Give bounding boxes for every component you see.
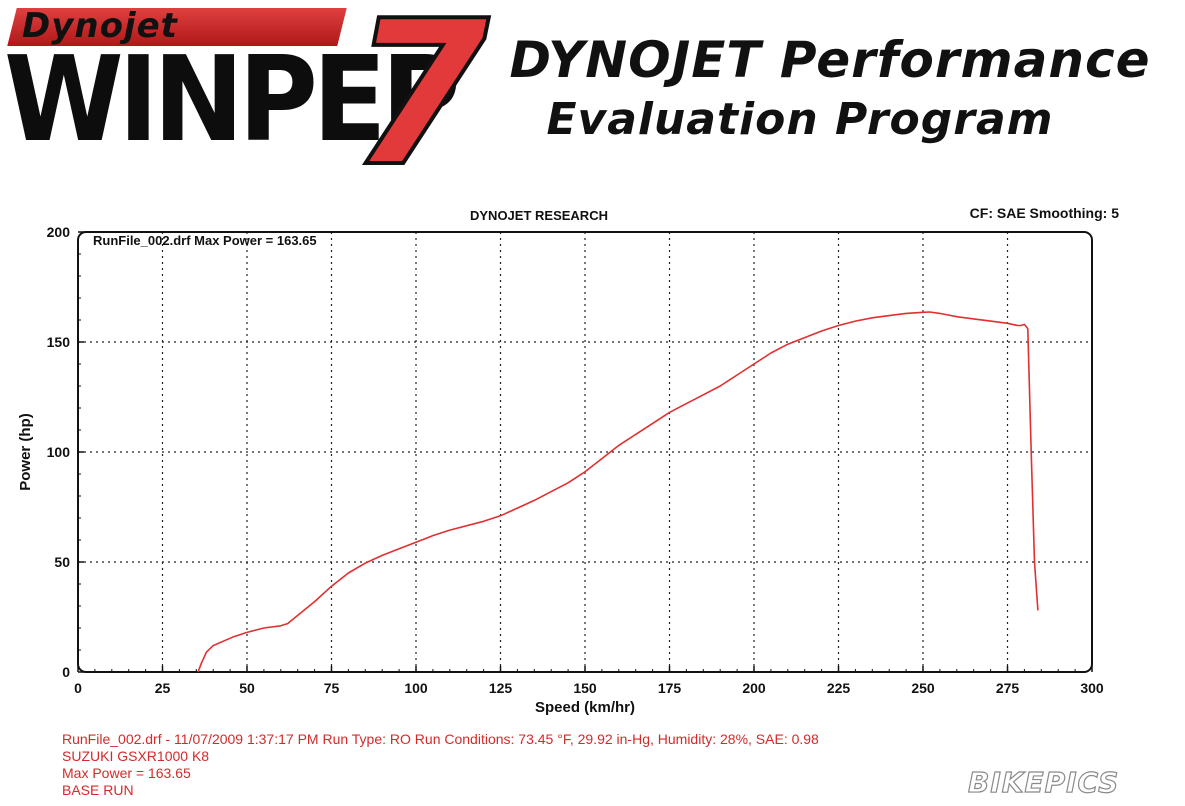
x-tick-label: 300 (1080, 680, 1104, 696)
ticks-layer: 0 25 50 75 100 125 150 175 200 225 250 275 300 0 50 100… (47, 224, 1104, 696)
chart-title: DYNOJET RESEARCH (470, 208, 608, 223)
run-info-line4: BASE RUN (62, 782, 134, 798)
correction-factor-label: CF: SAE Smoothing: 5 (969, 205, 1119, 221)
max-power-annotation: RunFile_002.drf Max Power = 163.65 (93, 233, 317, 248)
y-axis-label: Power (hp) (17, 413, 34, 491)
program-title-line2: Evaluation Program (546, 94, 1054, 145)
x-tick-label: 200 (742, 680, 766, 696)
power-series-line (197, 311, 1039, 673)
program-title-line1: DYNOJET Performance (509, 31, 1151, 89)
series-layer (197, 311, 1039, 673)
x-tick-label: 25 (155, 680, 171, 696)
y-tick-label: 100 (47, 444, 71, 460)
x-tick-label: 50 (239, 680, 255, 696)
x-tick-label: 75 (324, 680, 340, 696)
x-tick-label: 225 (827, 680, 851, 696)
grid-layer (78, 232, 1092, 672)
run-info: RunFile_002.drf - 11/07/2009 1:37:17 PM … (62, 731, 819, 799)
x-tick-label: 125 (489, 680, 513, 696)
y-tick-label: 0 (62, 664, 70, 680)
winpep-version-number: 7 (348, 0, 491, 211)
x-tick-label: 275 (996, 680, 1020, 696)
dynojet-brand-text: Dynojet (22, 6, 178, 46)
bikepics-watermark: BIKEPICS (967, 765, 1120, 799)
x-tick-label: 0 (74, 680, 82, 696)
x-tick-label: 100 (404, 680, 428, 696)
winpep-logo: Dynojet WINPEP 7 (0, 0, 491, 197)
x-axis-label: Speed (km/hr) (535, 699, 635, 716)
program-title: DYNOJET Performance Evaluation Program (500, 30, 1160, 150)
winpep-wordmark: WINPEP (4, 30, 461, 168)
y-tick-label: 150 (47, 334, 71, 350)
x-tick-label: 175 (658, 680, 682, 696)
y-tick-label: 200 (47, 224, 71, 240)
y-tick-label: 50 (54, 554, 70, 570)
x-tick-label: 250 (911, 680, 935, 696)
run-info-line2: SUZUKI GSXR1000 K8 (62, 748, 210, 764)
run-info-line3: Max Power = 163.65 (62, 765, 191, 781)
x-tick-label: 150 (573, 680, 597, 696)
run-info-line1: RunFile_002.drf - 11/07/2009 1:37:17 PM … (62, 731, 819, 747)
